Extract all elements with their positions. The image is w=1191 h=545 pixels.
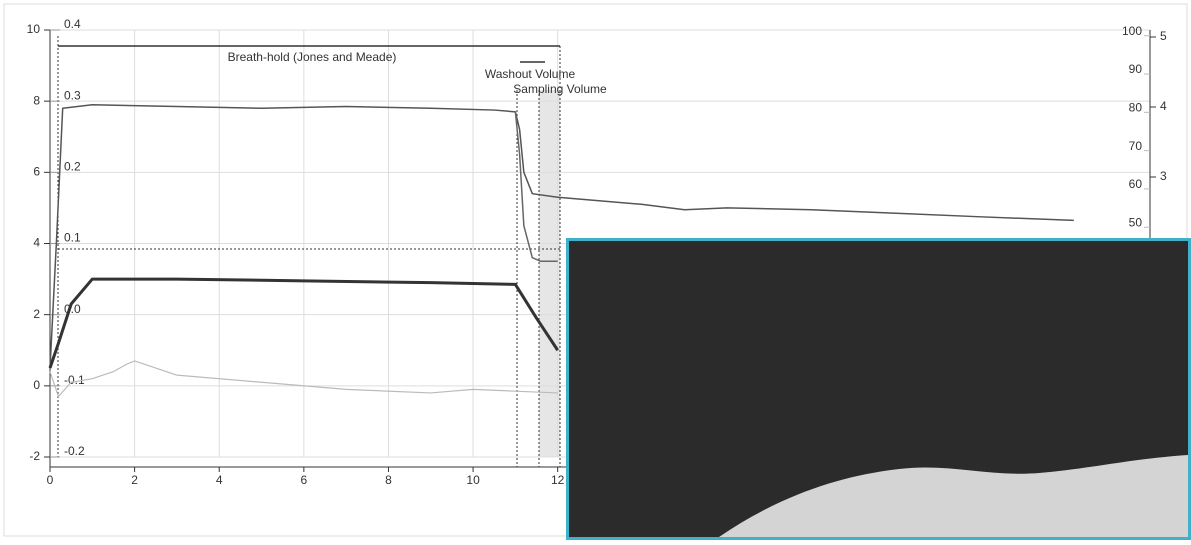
y4-tick-label: 4: [1160, 99, 1167, 113]
y3-tick-label: 60: [1129, 177, 1143, 191]
series-line: [49, 360, 558, 398]
x-tick-label: 4: [216, 473, 223, 487]
y-tick-label: 0: [33, 378, 40, 392]
x-tick-label: 0: [47, 473, 54, 487]
reference-lines: [57, 36, 561, 467]
x-tick-label: 6: [301, 473, 308, 487]
y3-tick-label: 70: [1129, 139, 1143, 153]
y-tick-label: 2: [33, 307, 40, 321]
x-tick-label: 2: [131, 473, 138, 487]
y2-tick-label: 0.1: [64, 231, 81, 245]
series-line: [49, 103, 1074, 369]
y2-tick-label: 0.4: [64, 17, 81, 31]
y3-tick-label: 100: [1122, 24, 1142, 38]
annotation: Washout Volume: [485, 67, 576, 81]
y3-tick-label: 90: [1129, 62, 1143, 76]
series-line: [514, 111, 558, 263]
y-tick-label: 10: [27, 22, 41, 36]
y2-tick-label: -0.2: [64, 444, 85, 458]
y-tick-label: 6: [33, 165, 40, 179]
y2-tick-label: 0.2: [64, 160, 81, 174]
ct-image: [569, 241, 1188, 537]
x-tick-label: 8: [385, 473, 392, 487]
x-tick-label: 12: [551, 473, 565, 487]
sampling-span: [539, 90, 560, 457]
y3-tick-label: 80: [1129, 101, 1143, 115]
x-tick-label: 10: [466, 473, 480, 487]
y2-tick-label: -0.1: [64, 373, 85, 387]
y4-tick-label: 5: [1160, 29, 1167, 43]
series-line: [48, 277, 559, 369]
annotation: Breath-hold (Jones and Meade): [228, 50, 397, 64]
ct-body: [719, 455, 1188, 537]
annotation: Sampling Volume: [513, 82, 607, 96]
y4-tick-label: 3: [1160, 169, 1167, 183]
y2-tick-label: 0.3: [64, 88, 81, 102]
ct-image-inset: [566, 238, 1191, 540]
y-tick-label: 8: [33, 93, 40, 107]
y-tick-label: 4: [33, 236, 40, 250]
y-tick-label: -2: [29, 449, 40, 463]
y3-tick-label: 50: [1129, 215, 1143, 229]
